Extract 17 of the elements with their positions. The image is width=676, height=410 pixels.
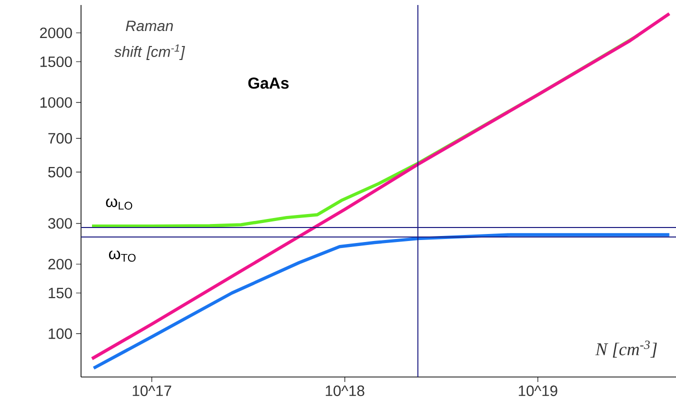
y-tick-label: 500 [48, 166, 72, 178]
y-tick-label: 2000 [40, 28, 72, 38]
x-tick-label: 10^18 [326, 385, 364, 396]
y-tick-label: 1000 [40, 97, 72, 108]
text: GaAs [248, 77, 289, 89]
x-tick-label: 10^19 [518, 385, 558, 396]
y-tick-label: 200 [48, 258, 72, 270]
x-axis-title: N [cm$^{-3}$] [595, 340, 657, 358]
y-tick-label: 700 [48, 133, 72, 144]
y-tick-label: 100 [48, 328, 72, 340]
y-tick-label: 150 [48, 288, 72, 298]
ref-line-label: ω$_{TO}$ [109, 250, 136, 262]
y-tick-label: 300 [48, 218, 72, 229]
y-axis-title: Raman shift [cm$^{-1}$] [114, 20, 185, 60]
x-tick-label: 10^17 [132, 385, 172, 396]
ref-line-label: ω$_{LO}$ [106, 198, 132, 210]
y-tick-label: 1500 [40, 56, 72, 68]
